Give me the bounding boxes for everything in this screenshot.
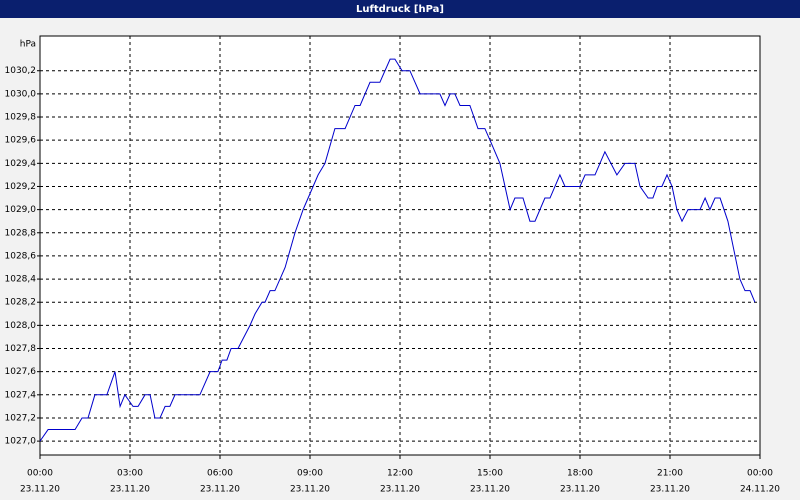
y-tick-label: 1028,6 bbox=[5, 251, 37, 261]
y-tick-label: 1030,0 bbox=[5, 89, 37, 99]
x-tick-label: 00:00 bbox=[27, 469, 53, 479]
x-tick-label: 09:00 bbox=[297, 469, 323, 479]
y-tick-label: 1027,2 bbox=[5, 413, 37, 423]
title-bar bbox=[0, 0, 800, 18]
y-tick-label: 1029,0 bbox=[5, 205, 37, 215]
x-tick-date: 23.11.20 bbox=[290, 485, 330, 495]
y-tick-label: 1027,6 bbox=[5, 367, 37, 377]
x-tick-label: 12:00 bbox=[387, 469, 413, 479]
y-tick-label: 1029,8 bbox=[5, 113, 37, 123]
x-tick-date: 23.11.20 bbox=[110, 485, 150, 495]
x-tick-label: 15:00 bbox=[477, 469, 503, 479]
x-tick-label: 21:00 bbox=[657, 469, 683, 479]
chart-title: Luftdruck [hPa] bbox=[356, 4, 444, 15]
y-tick-label: 1029,2 bbox=[5, 182, 37, 192]
y-tick-label: 1027,4 bbox=[5, 390, 37, 400]
x-tick-label: 00:00 bbox=[747, 469, 773, 479]
y-axis-unit: hPa bbox=[20, 40, 36, 50]
y-tick-label: 1029,4 bbox=[5, 159, 37, 169]
x-tick-date: 23.11.20 bbox=[560, 485, 600, 495]
x-tick-date: 24.11.20 bbox=[740, 485, 780, 495]
x-tick-date: 23.11.20 bbox=[200, 485, 240, 495]
y-tick-label: 1028,4 bbox=[5, 275, 37, 285]
y-tick-label: 1029,6 bbox=[5, 136, 37, 146]
x-tick-label: 06:00 bbox=[207, 469, 233, 479]
y-tick-label: 1028,8 bbox=[5, 228, 37, 238]
data-line bbox=[39, 58, 756, 442]
x-tick-date: 23.11.20 bbox=[470, 485, 510, 495]
y-tick-label: 1028,2 bbox=[5, 298, 37, 308]
x-tick-label: 18:00 bbox=[567, 469, 593, 479]
x-tick-label: 03:00 bbox=[117, 469, 143, 479]
x-tick-date: 23.11.20 bbox=[20, 485, 60, 495]
y-tick-label: 1027,0 bbox=[5, 437, 37, 447]
y-tick-label: 1027,8 bbox=[5, 344, 37, 354]
y-tick-label: 1030,2 bbox=[5, 66, 37, 76]
x-tick-date: 23.11.20 bbox=[380, 485, 420, 495]
y-tick-label: 1028,0 bbox=[5, 321, 37, 331]
x-tick-date: 23.11.20 bbox=[650, 485, 690, 495]
